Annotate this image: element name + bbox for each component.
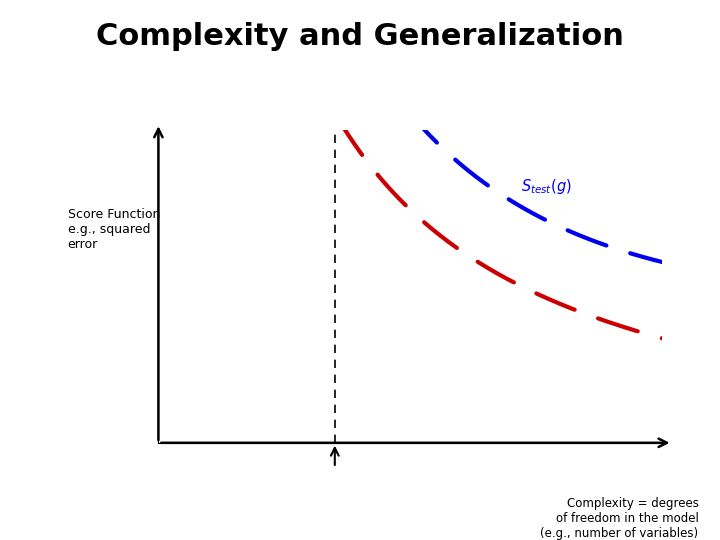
Text: Complexity = degrees
of freedom in the model
(e.g., number of variables): Complexity = degrees of freedom in the m… — [540, 497, 698, 540]
Text: $S_{test}(g)$: $S_{test}(g)$ — [521, 177, 572, 196]
Text: Complexity and Generalization: Complexity and Generalization — [96, 22, 624, 51]
Text: Score Function
e.g., squared
error: Score Function e.g., squared error — [68, 208, 160, 251]
